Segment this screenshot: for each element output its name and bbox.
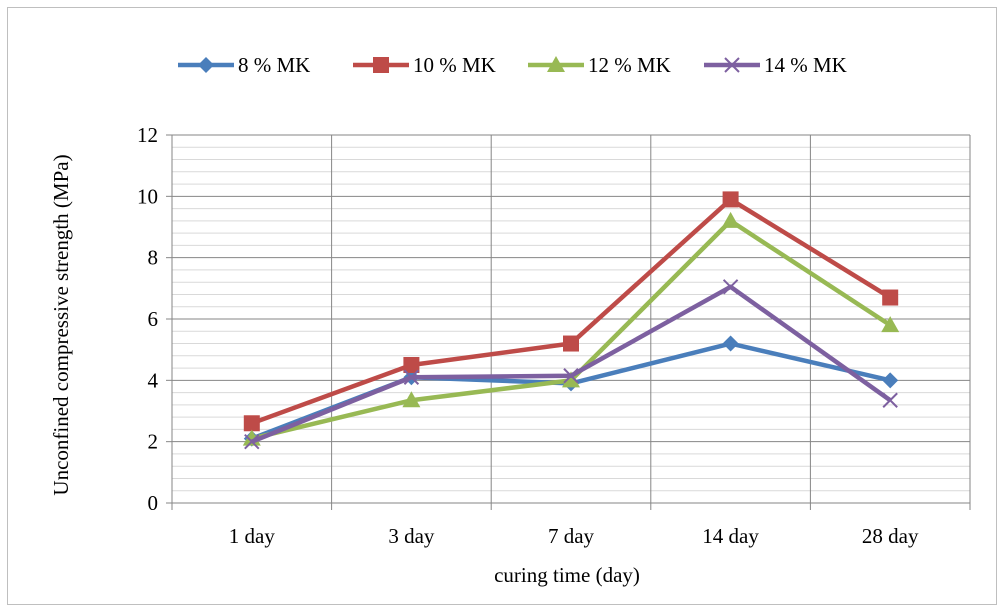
- data-point: [563, 335, 579, 352]
- legend-item: 10 % MK: [353, 53, 496, 77]
- y-axis-label: Unconfined compressive strength (MPa): [49, 154, 73, 495]
- data-point: [243, 415, 260, 432]
- legend-marker: [198, 57, 214, 73]
- data-point: [562, 371, 580, 388]
- legend-marker: [373, 57, 389, 73]
- legend-label: 14 % MK: [764, 53, 847, 77]
- data-point: [403, 357, 420, 373]
- legend-item: 8 % MK: [178, 53, 310, 77]
- x-tick-label: 7 day: [548, 524, 595, 548]
- y-tick-label: 4: [148, 368, 159, 392]
- data-point: [882, 392, 898, 408]
- x-tick-label: 28 day: [862, 524, 919, 548]
- data-point: [722, 335, 739, 352]
- y-tick-label: 12: [137, 123, 158, 147]
- y-tick-labels: 0 2 4 6 8 10 12: [137, 123, 159, 515]
- series-3: [242, 211, 900, 446]
- data-point: [402, 391, 421, 408]
- axes: [166, 134, 971, 510]
- x-tick-label: 14 day: [702, 524, 759, 548]
- legend-label: 8 % MK: [238, 53, 310, 77]
- data-point: [721, 211, 740, 228]
- data-point: [244, 433, 260, 450]
- x-tick-label: 1 day: [229, 524, 276, 548]
- data-point: [403, 369, 420, 385]
- y-tick-label: 2: [148, 430, 159, 454]
- legend-marker: [547, 56, 565, 72]
- legend-label: 12 % MK: [588, 53, 671, 77]
- grid: [172, 134, 971, 503]
- series-2: [243, 191, 899, 432]
- data-point: [722, 279, 739, 295]
- data-point: [881, 316, 900, 333]
- x-tick-label: 3 day: [388, 524, 435, 548]
- legend: 8 % MK 10 % MK 12 % MK 14 % MK: [178, 53, 847, 77]
- series-group: [242, 191, 900, 450]
- legend-marker: [724, 57, 740, 73]
- y-tick-label: 8: [148, 246, 159, 270]
- legend-item: 12 % MK: [528, 53, 671, 77]
- series-line: [250, 284, 892, 444]
- y-tick-label: 10: [137, 184, 158, 208]
- series-4: [244, 279, 898, 450]
- x-axis-label: curing time (day): [494, 563, 640, 587]
- data-point: [563, 368, 579, 384]
- data-point: [882, 289, 899, 306]
- data-point: [882, 372, 899, 389]
- legend-label: 10 % MK: [413, 53, 496, 77]
- y-tick-label: 0: [148, 491, 159, 515]
- x-tick-labels: 1 day 3 day 7 day 14 day 28 day: [229, 524, 919, 548]
- y-tick-label: 6: [148, 307, 159, 331]
- data-point: [722, 191, 739, 208]
- legend-item: 14 % MK: [704, 53, 847, 77]
